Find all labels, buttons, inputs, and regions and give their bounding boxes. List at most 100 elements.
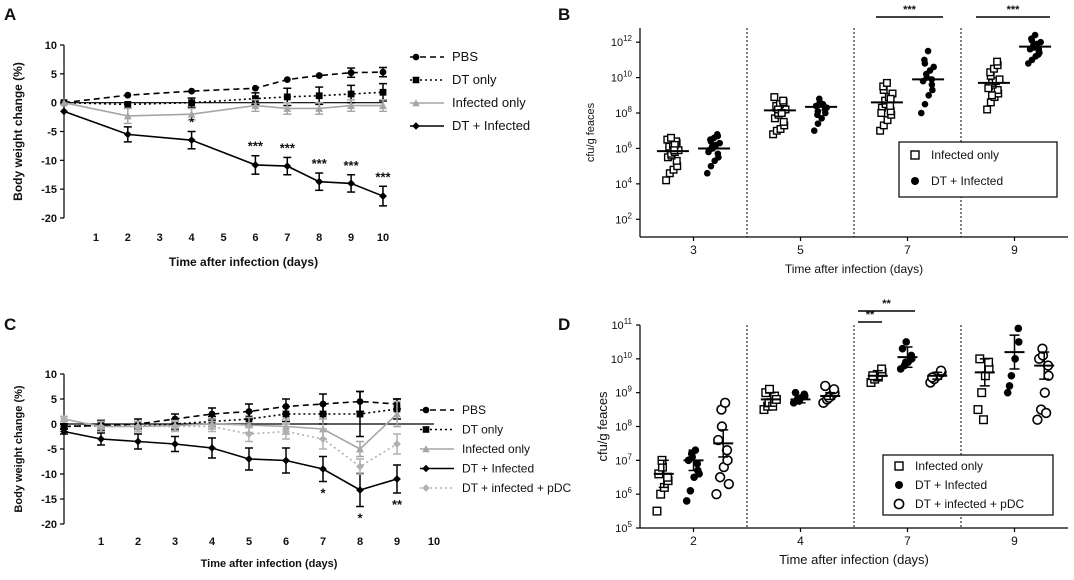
data-point xyxy=(662,176,671,185)
significance-marker: * xyxy=(320,486,326,501)
data-point xyxy=(187,136,196,145)
data-point xyxy=(1007,371,1016,380)
data-point xyxy=(379,88,387,96)
x-tick-label: 8 xyxy=(357,536,363,548)
group-9-infected-only xyxy=(977,57,1010,114)
legend-label: Infected only xyxy=(931,148,999,162)
y-tick-label: -20 xyxy=(41,213,57,225)
x-tick-label: 9 xyxy=(348,232,354,244)
x-tick-label: 8 xyxy=(316,232,322,244)
legend-item-infected-only: Infected only xyxy=(410,95,526,110)
y-tick-label: 106 xyxy=(615,140,632,155)
legend-marker xyxy=(911,177,919,185)
group-7-infected-only xyxy=(866,364,888,388)
data-point xyxy=(820,380,831,392)
data-point xyxy=(983,105,992,114)
data-point xyxy=(1032,414,1043,425)
legend-label: Infected only xyxy=(462,442,530,456)
significance-marker: *** xyxy=(375,169,391,184)
y-tick-label: -10 xyxy=(41,469,57,481)
data-point xyxy=(208,410,216,418)
group-3-infected-only xyxy=(656,133,689,185)
data-point xyxy=(134,422,142,431)
data-point xyxy=(60,423,68,430)
data-point xyxy=(877,364,887,374)
x-tick-label: 2 xyxy=(690,534,697,548)
y-tick-label: 5 xyxy=(51,69,57,81)
data-point xyxy=(282,410,290,418)
x-axis-label: Time after infection (days) xyxy=(169,255,318,269)
x-tick-label: 7 xyxy=(320,536,326,548)
data-point xyxy=(984,84,993,93)
x-tick-label: 6 xyxy=(252,232,258,244)
x-tick-label: 4 xyxy=(797,534,804,548)
data-point xyxy=(356,462,364,471)
significance-marker: *** xyxy=(248,139,264,154)
data-point xyxy=(171,422,179,431)
data-point xyxy=(252,84,259,92)
data-point xyxy=(97,435,105,443)
x-tick-label: 2 xyxy=(125,232,131,244)
significance-marker: ** xyxy=(392,497,403,512)
x-tick-label: 9 xyxy=(1011,534,1018,548)
data-point xyxy=(60,415,68,423)
group-7-dt-infected xyxy=(896,338,918,373)
y-tick-label: 102 xyxy=(615,211,632,226)
x-axis-label: Time after infection (days) xyxy=(779,552,929,567)
y-tick-label: -5 xyxy=(47,444,57,456)
y-tick-label: 109 xyxy=(615,385,632,400)
y-axis-label: Body weight change (%) xyxy=(13,385,25,512)
x-tick-label: 7 xyxy=(284,232,290,244)
group-7-infected-only xyxy=(870,78,903,135)
series-dt-only xyxy=(60,390,401,438)
data-point xyxy=(929,86,936,94)
data-point xyxy=(379,68,387,76)
panel-a-chart: 10 5 0 -5 -10 -15 -20 1 2 3 4 5 6 7 8 9 10 Time after inf… xyxy=(11,40,530,269)
legend-label: DT + infected + pDC xyxy=(462,481,572,495)
legend-label: PBS xyxy=(462,403,486,417)
significance-marker: *** xyxy=(280,140,296,155)
x-tick-label: 6 xyxy=(283,536,289,548)
x-tick-label: 10 xyxy=(428,536,440,548)
data-point xyxy=(921,56,928,64)
legend-marker xyxy=(412,76,420,84)
data-point xyxy=(686,486,695,495)
data-point xyxy=(921,100,929,108)
series-line xyxy=(63,400,398,428)
group-5-infected-only xyxy=(763,93,796,139)
data-point xyxy=(705,148,712,156)
group-2-dt-infected xyxy=(682,446,704,505)
data-point xyxy=(927,372,938,383)
data-point xyxy=(251,161,260,169)
data-point xyxy=(988,91,997,100)
y-axis-label: Body weight change (%) xyxy=(11,62,25,201)
data-point xyxy=(1039,387,1051,398)
group-7-dt-infected-pdc xyxy=(925,365,948,388)
y-tick-label: 0 xyxy=(51,98,57,110)
x-tick-label: 3 xyxy=(172,536,178,548)
legend-marker xyxy=(422,426,430,433)
x-axis-label: Time after infection (days) xyxy=(785,262,923,276)
y-axis-label: cfu/g feaces xyxy=(585,102,597,162)
data-point xyxy=(283,162,292,170)
significance-marker: * xyxy=(357,511,363,526)
series-line xyxy=(63,101,383,117)
data-point xyxy=(245,455,253,463)
legend-label: DT + Infected xyxy=(452,118,530,133)
data-point xyxy=(814,120,822,127)
panel-label-c: C xyxy=(4,315,16,334)
data-point xyxy=(347,69,355,77)
data-point xyxy=(901,358,910,367)
legend-label: Infected only xyxy=(452,95,526,110)
data-point xyxy=(1034,51,1042,58)
y-tick-label: 0 xyxy=(51,419,57,431)
data-point xyxy=(672,156,681,165)
data-point xyxy=(347,90,355,98)
data-point xyxy=(282,456,290,465)
data-point xyxy=(282,427,290,436)
legend-label: PBS xyxy=(452,49,478,64)
data-point xyxy=(995,75,1004,84)
legend-marker xyxy=(412,99,420,107)
data-point xyxy=(393,475,401,483)
significance-bar: *** xyxy=(976,4,1050,18)
